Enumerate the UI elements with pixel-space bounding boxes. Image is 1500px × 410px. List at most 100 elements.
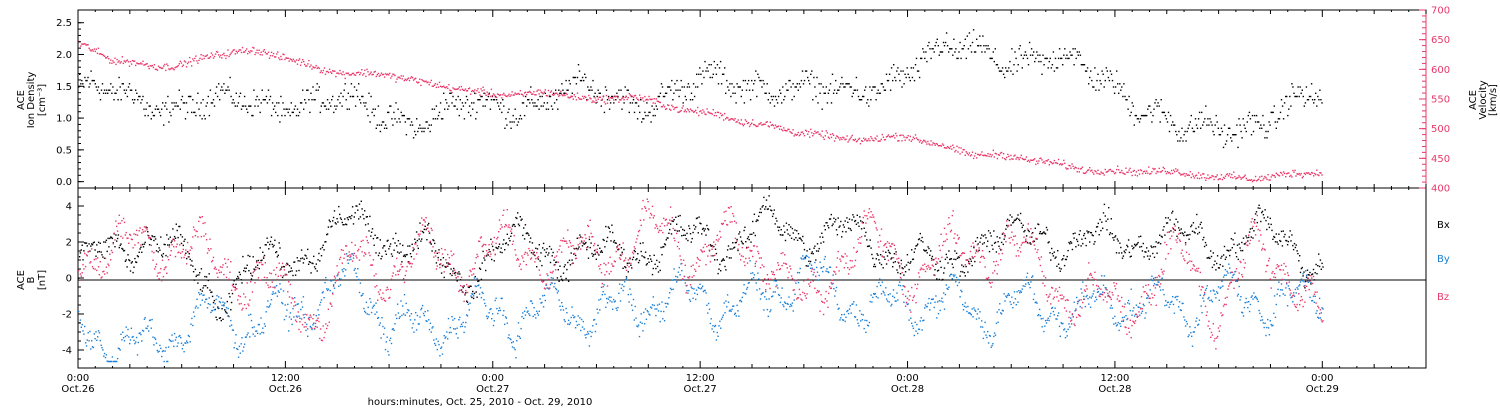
velocity-point-208 xyxy=(293,60,296,62)
bx-point-84 xyxy=(150,238,152,241)
velocity-point-606 xyxy=(706,108,708,110)
by-point-498 xyxy=(508,334,510,336)
velocity-point-790 xyxy=(897,140,899,142)
by-point-666 xyxy=(653,304,655,307)
density-point-907 xyxy=(1018,48,1020,50)
density-point-747 xyxy=(852,92,854,94)
by-point-593 xyxy=(590,335,592,338)
by-point-449 xyxy=(466,314,468,316)
density-point-152 xyxy=(235,92,237,94)
by-point-698 xyxy=(681,269,683,272)
bx-point-1210 xyxy=(1123,250,1125,252)
velocity-point-548 xyxy=(646,98,648,100)
bx-point-345 xyxy=(376,237,378,239)
density-point-252 xyxy=(339,102,341,104)
density-point-160 xyxy=(243,95,246,98)
by-point-482 xyxy=(494,299,496,302)
bx-point-1230 xyxy=(1140,245,1143,248)
velocity-point-652 xyxy=(754,124,756,126)
bx-point-805 xyxy=(773,209,775,211)
velocity-point-168 xyxy=(252,46,254,49)
bx-point-501 xyxy=(510,232,513,234)
by-point-738 xyxy=(715,339,718,341)
bx-point-1417 xyxy=(1302,275,1304,277)
bx-point-776 xyxy=(748,238,750,241)
velocity-point-328 xyxy=(418,81,420,83)
velocity-point-1033 xyxy=(1149,173,1151,175)
density-point-931 xyxy=(1043,64,1045,66)
density-point-1121 xyxy=(1240,130,1242,133)
by-point-199 xyxy=(250,313,252,316)
by-point-1119 xyxy=(1044,319,1047,322)
by-point-121 xyxy=(182,344,184,346)
bx-point-418 xyxy=(439,263,441,266)
density-point-250 xyxy=(337,99,339,101)
density-point-957 xyxy=(1070,54,1072,56)
velocity-point-725 xyxy=(829,133,832,136)
velocity-point-155 xyxy=(238,49,241,51)
by-point-606 xyxy=(601,294,603,296)
bx-point-116 xyxy=(178,225,180,228)
by-point-806 xyxy=(774,291,776,293)
velocity-point-783 xyxy=(889,136,892,138)
by-point-1047 xyxy=(982,337,985,340)
bx-point-515 xyxy=(523,227,525,229)
bx-point-222 xyxy=(269,240,272,243)
bx-point-333 xyxy=(365,216,368,218)
velocity-point-1199 xyxy=(1321,174,1323,176)
bx-point-272 xyxy=(313,255,315,258)
bx-point-1070 xyxy=(1002,243,1004,246)
velocity-point-1057 xyxy=(1174,171,1176,173)
bx-point-546 xyxy=(549,261,552,264)
by-point-896 xyxy=(852,303,854,305)
bx-point-301 xyxy=(338,205,340,208)
bx-point-977 xyxy=(922,241,924,243)
bx-point-378 xyxy=(404,255,406,258)
by-point-1084 xyxy=(1014,298,1017,300)
density-point-640 xyxy=(741,89,743,91)
bx-point-1218 xyxy=(1130,255,1132,257)
velocity-point-584 xyxy=(683,110,685,113)
bx-point-402 xyxy=(425,228,427,231)
bx-point-233 xyxy=(279,247,281,249)
by-point-1097 xyxy=(1025,276,1028,278)
by-point-572 xyxy=(572,314,574,317)
by-point-295 xyxy=(332,284,335,286)
density-point-151 xyxy=(234,105,236,107)
bx-point-187 xyxy=(239,273,241,276)
by-point-39 xyxy=(111,356,114,358)
by-point-687 xyxy=(671,279,673,281)
by-point-747 xyxy=(723,302,725,304)
bx-point-1252 xyxy=(1159,243,1162,245)
by-point-292 xyxy=(330,280,332,282)
density-point-521 xyxy=(618,89,620,91)
density-point-484 xyxy=(579,79,582,82)
density-point-322 xyxy=(411,124,414,126)
bx-point-404 xyxy=(427,224,429,226)
density-point-444 xyxy=(538,108,540,110)
density-point-727 xyxy=(831,73,834,75)
velocity-point-447 xyxy=(541,92,543,94)
bx-point-827 xyxy=(792,232,794,234)
by-point-674 xyxy=(660,310,662,313)
by-point-440 xyxy=(458,319,460,321)
velocity-point-719 xyxy=(823,138,825,140)
bx-point-314 xyxy=(349,216,351,218)
by-point-836 xyxy=(800,257,802,259)
by-point-1092 xyxy=(1021,288,1023,290)
by-point-483 xyxy=(495,297,497,299)
density-point-105 xyxy=(186,111,189,114)
by-point-897 xyxy=(853,301,855,303)
bx-point-715 xyxy=(695,217,698,220)
bx-point-1383 xyxy=(1273,235,1275,238)
velocity-point-627 xyxy=(728,119,730,121)
bx-point-465 xyxy=(479,268,482,270)
bx-point-1391 xyxy=(1280,240,1282,243)
density-point-827 xyxy=(935,41,937,44)
density-point-356 xyxy=(447,108,449,110)
density-point-753 xyxy=(858,99,861,101)
by-point-206 xyxy=(256,330,258,332)
density-point-1167 xyxy=(1288,108,1290,110)
velocity-point-284 xyxy=(372,73,374,76)
density-point-835 xyxy=(943,45,946,47)
